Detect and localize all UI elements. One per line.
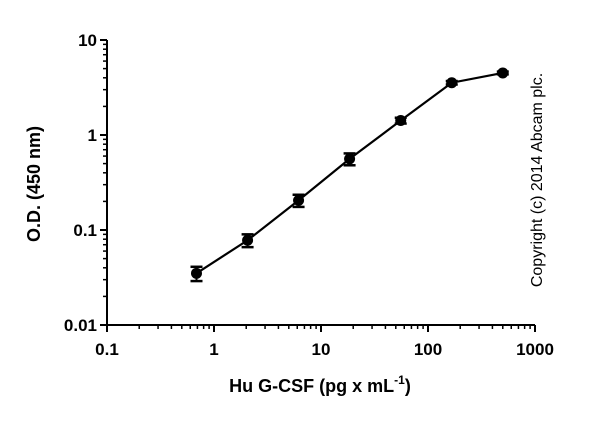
data-point: [344, 153, 356, 165]
y-tick-label: 0.01: [64, 316, 97, 335]
y-tick-label: 0.1: [73, 221, 97, 240]
y-tick-label: 10: [78, 31, 97, 50]
y-axis-title: O.D. (450 nm): [24, 126, 44, 242]
x-tick-label: 100: [414, 340, 442, 359]
data-marks: [190, 67, 509, 283]
data-point: [242, 234, 254, 246]
data-point: [446, 77, 458, 89]
x-tick-label: 0.1: [95, 340, 119, 359]
data-point: [395, 115, 407, 127]
data-point: [497, 67, 509, 79]
series-line: [195, 71, 503, 275]
data-point: [293, 194, 305, 206]
x-axis-title-main: Hu G-CSF (pg x mL: [229, 376, 394, 396]
x-tick-label: 1000: [516, 340, 554, 359]
x-axis-title-close: ): [405, 376, 411, 396]
x-axis-title-superscript: -1: [394, 373, 405, 387]
x-tick-label: 10: [312, 340, 331, 359]
x-axis-title: Hu G-CSF (pg x mL-1): [229, 373, 411, 396]
data-point: [190, 267, 202, 279]
axes: 0.01 0.1 1 10 0.1 1 10 100 1000: [64, 31, 554, 359]
y-tick-label: 1: [88, 126, 97, 145]
copyright-annotation: Copyright (c) 2014 Abcam plc.: [529, 73, 546, 287]
x-tick-label: 1: [209, 340, 218, 359]
